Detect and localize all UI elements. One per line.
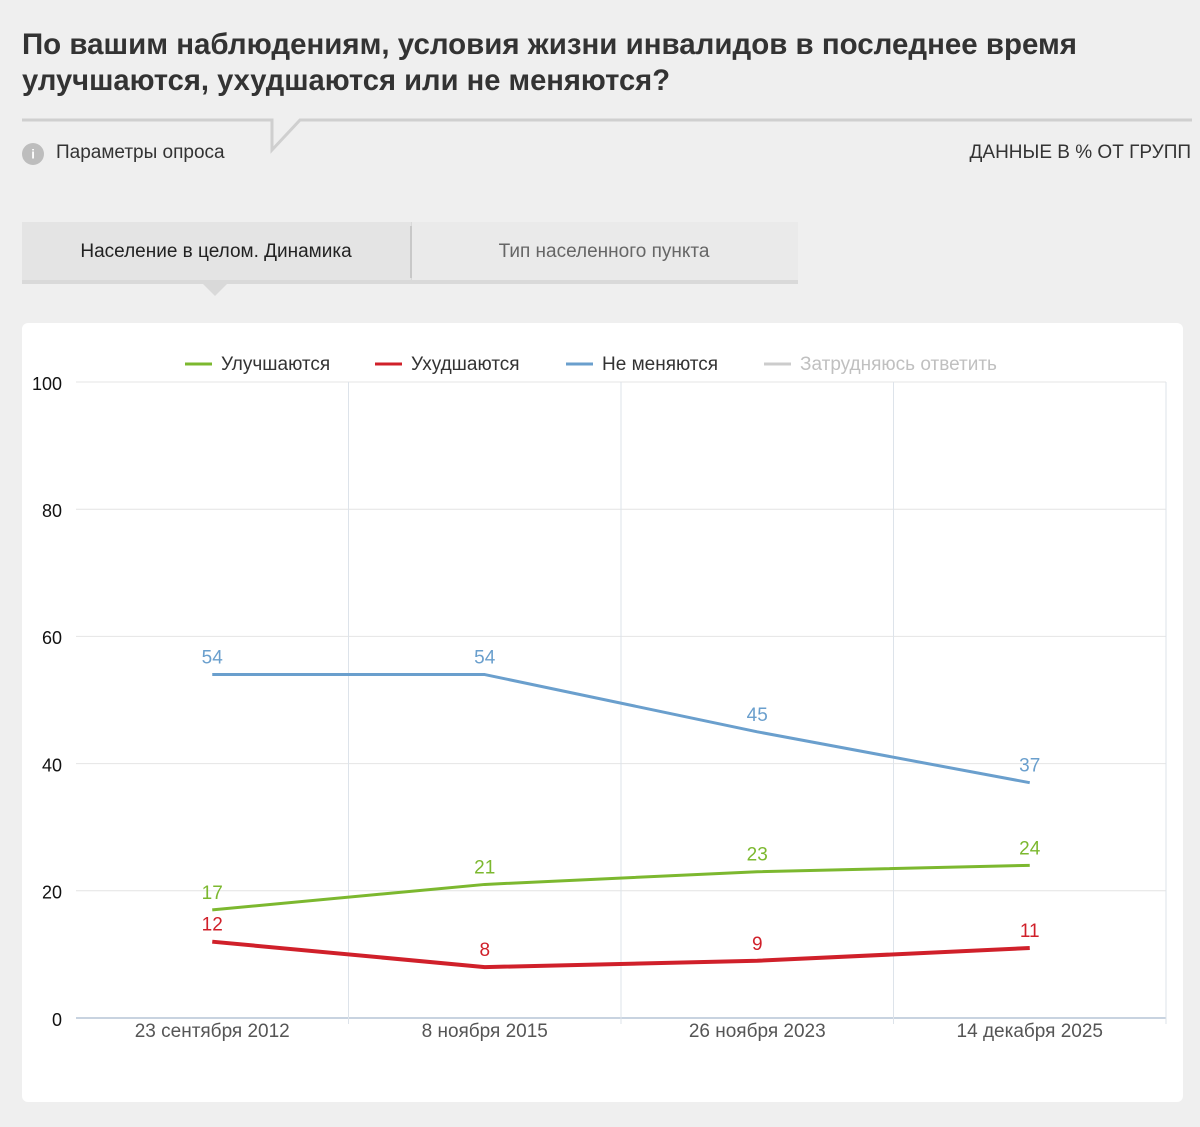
legend-label: Затрудняюсь ответить xyxy=(800,354,997,375)
legend-label: Ухудшаются xyxy=(411,354,520,375)
info-icon-glyph: i xyxy=(31,146,35,161)
legend-label: Не меняются xyxy=(602,354,718,375)
title-line: По вашим наблюдениям, условия жизни инва… xyxy=(22,28,1077,61)
series-line xyxy=(212,673,1031,785)
data-label: 54 xyxy=(202,648,224,669)
tab-label[interactable]: Тип населенного пункта xyxy=(499,241,710,262)
data-label: 17 xyxy=(202,883,223,904)
params-link[interactable]: Параметры опроса xyxy=(56,142,225,163)
chart-card xyxy=(22,323,1183,1102)
tab-pointer xyxy=(203,284,227,296)
units-note: ДАННЫЕ В % ОТ ГРУПП xyxy=(970,142,1191,163)
data-label: 24 xyxy=(1019,838,1041,859)
y-tick-label: 60 xyxy=(42,628,62,648)
data-label: 21 xyxy=(474,857,495,878)
y-tick-label: 100 xyxy=(32,374,62,394)
data-label: 9 xyxy=(752,934,763,955)
data-label: 54 xyxy=(474,648,496,669)
series-line xyxy=(212,939,1030,970)
x-tick-label: 14 декабря 2025 xyxy=(957,1021,1103,1042)
series-line xyxy=(212,863,1030,912)
data-label: 11 xyxy=(1020,921,1040,942)
info-icon[interactable] xyxy=(22,143,44,165)
legend-label: Улучшаются xyxy=(221,354,330,375)
data-label: 8 xyxy=(479,940,490,961)
x-tick-label: 8 ноября 2015 xyxy=(422,1021,548,1042)
x-tick-label: 23 сентября 2012 xyxy=(135,1021,290,1042)
data-label: 12 xyxy=(202,915,223,936)
title-line: улучшаются, ухудшаются или не меняются? xyxy=(22,64,670,97)
data-label: 23 xyxy=(747,845,768,866)
x-tick-label: 26 ноября 2023 xyxy=(689,1021,826,1042)
y-tick-label: 80 xyxy=(42,501,62,521)
tab[interactable] xyxy=(412,222,798,280)
separator xyxy=(22,118,1192,154)
data-label: 37 xyxy=(1019,756,1040,777)
y-tick-label: 20 xyxy=(42,883,62,903)
tab-label[interactable]: Население в целом. Динамика xyxy=(80,241,352,262)
y-tick-label: 0 xyxy=(52,1010,62,1030)
data-label: 45 xyxy=(747,705,768,726)
tab-active[interactable] xyxy=(22,222,411,280)
y-tick-label: 40 xyxy=(42,755,62,775)
